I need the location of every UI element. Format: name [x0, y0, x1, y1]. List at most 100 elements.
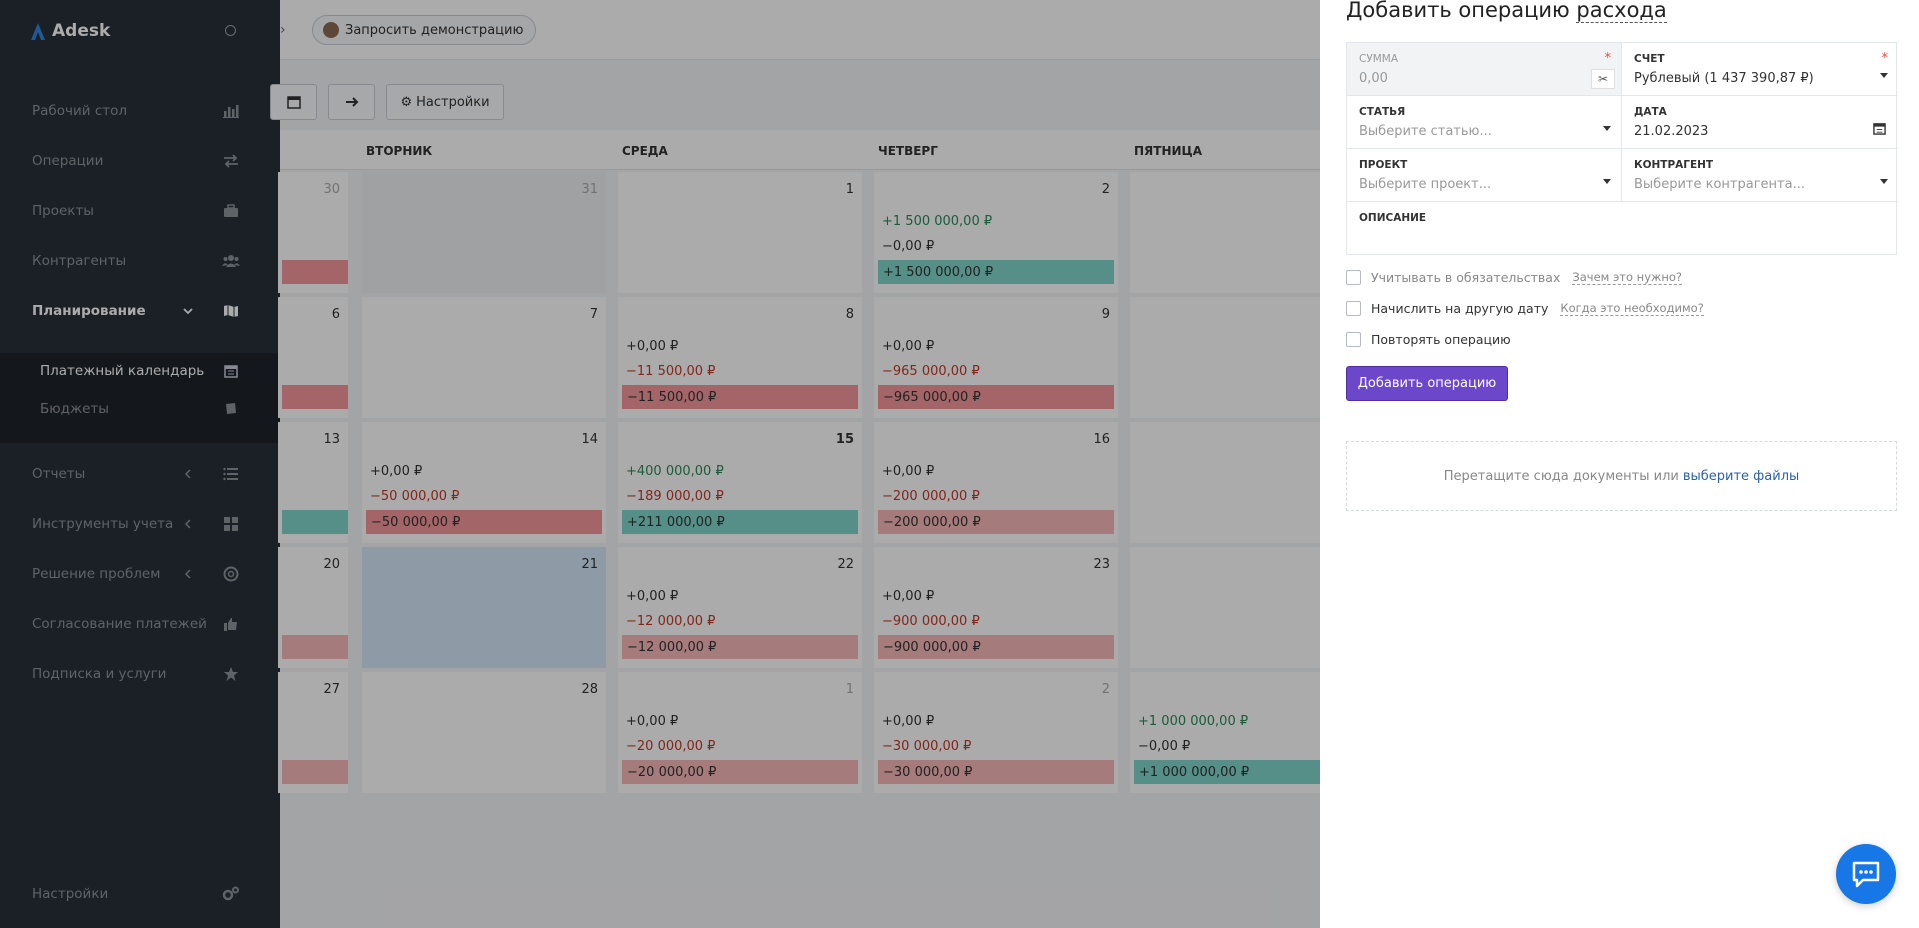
income-amount: +0,00 ₽ — [626, 589, 679, 604]
calendar-day-cell[interactable]: 9 +0,00 ₽ −965 000,00 ₽ −965 000,00 ₽ — [874, 297, 1118, 418]
chat-button[interactable] — [1836, 844, 1896, 904]
panel-title: Добавить операцию расхода — [1346, 0, 1667, 23]
next-period-button[interactable] — [328, 84, 375, 120]
calendar-day-cell[interactable] — [1130, 422, 1320, 543]
help-link[interactable]: Когда это необходимо? — [1560, 301, 1704, 316]
sidebar-item-planning[interactable]: Планирование — [0, 291, 280, 331]
day-number: 9 — [1101, 307, 1110, 322]
day-number: 28 — [581, 682, 598, 697]
sidebar-item-dashboard[interactable]: Рабочий стол — [0, 91, 280, 131]
calendar-day-cell[interactable]: 20 — [278, 547, 348, 668]
project-select[interactable]: Выберите проект... — [1359, 177, 1492, 192]
date-input[interactable]: 21.02.2023 — [1634, 124, 1709, 139]
calendar-day-cell[interactable]: 2 +1 500 000,00 ₽ −0,00 ₽ +1 500 000,00 ₽ — [874, 172, 1118, 293]
checkbox-obligations[interactable]: Учитывать в обязательствах Зачем это нуж… — [1346, 270, 1683, 285]
calendar-day-cell[interactable]: +1 000 000,00 ₽ −0,00 ₽ +1 000 000,00 ₽ — [1130, 672, 1320, 793]
checkbox[interactable] — [1346, 332, 1361, 347]
day-number: 8 — [845, 307, 854, 322]
calendar-header: ВТОРНИК СРЕДА ЧЕТВЕРГ ПЯТНИЦА — [280, 130, 1320, 170]
add-operation-button[interactable]: Добавить операцию — [1346, 366, 1508, 401]
calendar-day-cell[interactable]: 1 — [618, 172, 862, 293]
book-icon — [222, 401, 240, 417]
amount-input[interactable]: 0,00 — [1359, 71, 1388, 86]
calendar-day-cell[interactable]: 31 — [362, 172, 606, 293]
calendar-day-cell[interactable]: 13 — [278, 422, 348, 543]
checkbox[interactable] — [1346, 301, 1361, 316]
calendar-day-cell[interactable]: 8 +0,00 ₽ −11 500,00 ₽ −11 500,00 ₽ — [618, 297, 862, 418]
calendar-day-cell[interactable]: 30 — [278, 172, 348, 293]
sidebar-subitem-label: Бюджеты — [40, 401, 109, 417]
sidebar-item-counterparties[interactable]: Контрагенты — [0, 241, 280, 281]
day-number: 2 — [1101, 182, 1110, 197]
project-field[interactable]: ПРОЕКТ Выберите проект... — [1347, 149, 1622, 202]
counterparty-select[interactable]: Выберите контрагента... — [1634, 177, 1805, 192]
sidebar-item-label: Операции — [32, 153, 104, 169]
briefcase-icon — [222, 203, 240, 219]
weekday-header: ЧЕТВЕРГ — [878, 144, 938, 158]
help-link[interactable]: Зачем это нужно? — [1572, 270, 1683, 285]
sidebar-item-projects[interactable]: Проекты — [0, 191, 280, 231]
calendar-day-cell[interactable]: 2 +0,00 ₽ −30 000,00 ₽ −30 000,00 ₽ — [874, 672, 1118, 793]
amount-field[interactable]: СУММА 0,00 * ✂ — [1347, 43, 1622, 96]
required-marker: * — [1604, 51, 1612, 66]
sidebar-item-settings[interactable]: Настройки — [0, 874, 280, 914]
calculator-icon[interactable]: ✂ — [1591, 69, 1615, 89]
calendar-day-cell[interactable]: 22 +0,00 ₽ −12 000,00 ₽ −12 000,00 ₽ — [618, 547, 862, 668]
calendar-day-cell[interactable]: 7 — [362, 297, 606, 418]
add-operation-panel: Добавить операцию расхода СУММА 0,00 * ✂… — [1320, 0, 1919, 928]
expense-amount: −50 000,00 ₽ — [370, 489, 460, 504]
sidebar-item-reports[interactable]: Отчеты — [0, 454, 280, 494]
account-select[interactable]: Рублевый (1 437 390,87 ₽) — [1634, 71, 1814, 86]
checkbox-repeat[interactable]: Повторять операцию — [1346, 332, 1511, 347]
article-field[interactable]: СТАТЬЯ Выберите статью... — [1347, 96, 1622, 149]
balance-bar: −900 000,00 ₽ — [878, 635, 1114, 659]
file-dropzone[interactable]: Перетащите сюда документы или выберите ф… — [1346, 441, 1897, 511]
request-demo-button[interactable]: Запросить демонстрацию — [312, 15, 537, 45]
income-amount: +0,00 ₽ — [882, 589, 935, 604]
date-picker-button[interactable] — [270, 84, 317, 120]
description-field[interactable]: ОПИСАНИЕ — [1347, 202, 1898, 255]
sidebar-item-accounting-tools[interactable]: Инструменты учета — [0, 504, 280, 544]
sidebar-item-payment-approval[interactable]: Согласование платежей — [0, 604, 280, 644]
calendar-day-cell[interactable]: 15 +400 000,00 ₽ −189 000,00 ₽ +211 000,00 … — [618, 422, 862, 543]
calendar-day-cell[interactable]: 16 +0,00 ₽ −200 000,00 ₽ −200 000,00 ₽ — [874, 422, 1118, 543]
app-logo[interactable]: Adesk — [30, 19, 110, 43]
sidebar-item-subscription[interactable]: Подписка и услуги — [0, 654, 280, 694]
calendar-day-cell[interactable]: 23 +0,00 ₽ −900 000,00 ₽ −900 000,00 ₽ — [874, 547, 1118, 668]
sidebar-item-troubleshooting[interactable]: Решение проблем — [0, 554, 280, 594]
article-select[interactable]: Выберите статью... — [1359, 124, 1492, 139]
income-amount: +0,00 ₽ — [370, 464, 423, 479]
modal-backdrop[interactable] — [0, 0, 1320, 928]
sidebar-subitem-budgets[interactable]: Бюджеты — [0, 391, 280, 427]
counterparty-field[interactable]: КОНТРАГЕНТ Выберите контрагента... — [1622, 149, 1898, 202]
operation-type-toggle[interactable]: расхода — [1576, 0, 1667, 23]
calendar-day-cell[interactable] — [1130, 297, 1320, 418]
checkbox-label: Начислить на другую дату — [1371, 301, 1549, 316]
day-number: 13 — [323, 432, 340, 447]
calendar-day-cell[interactable] — [1130, 172, 1320, 293]
day-number: 6 — [331, 307, 340, 322]
calendar-day-cell[interactable]: 28 — [362, 672, 606, 793]
checkbox-label: Повторять операцию — [1371, 332, 1511, 347]
checkbox[interactable] — [1346, 270, 1361, 285]
chevron-left-icon — [182, 466, 194, 482]
calendar-day-cell[interactable]: 1 +0,00 ₽ −20 000,00 ₽ −20 000,00 ₽ — [618, 672, 862, 793]
calendar-settings-button[interactable]: ⚙ Настройки — [386, 84, 504, 120]
sidebar-toggle-icon[interactable] — [225, 25, 236, 36]
date-field[interactable]: ДАТА 21.02.2023 — [1622, 96, 1898, 149]
choose-files-link[interactable]: выберите файлы — [1682, 468, 1800, 484]
day-number: 7 — [589, 307, 598, 322]
sidebar-item-operations[interactable]: Операции — [0, 141, 280, 181]
checkbox-other-date[interactable]: Начислить на другую дату Когда это необх… — [1346, 301, 1704, 316]
calendar-day-cell[interactable]: 14 +0,00 ₽ −50 000,00 ₽ −50 000,00 ₽ — [362, 422, 606, 543]
lifebuoy-icon — [222, 566, 240, 582]
list-icon — [222, 466, 240, 482]
calendar-day-cell[interactable]: 27 — [278, 672, 348, 793]
sidebar-subitem-payment-calendar[interactable]: Платежный календарь — [0, 353, 280, 389]
account-field[interactable]: СЧЕТ Рублевый (1 437 390,87 ₽) * — [1622, 43, 1898, 96]
calendar-day-cell[interactable]: 21 — [362, 547, 606, 668]
sidebar-item-label: Подписка и услуги — [32, 666, 167, 682]
calendar-icon[interactable] — [1873, 122, 1886, 139]
calendar-day-cell[interactable]: 6 — [278, 297, 348, 418]
calendar-day-cell[interactable] — [1130, 547, 1320, 668]
